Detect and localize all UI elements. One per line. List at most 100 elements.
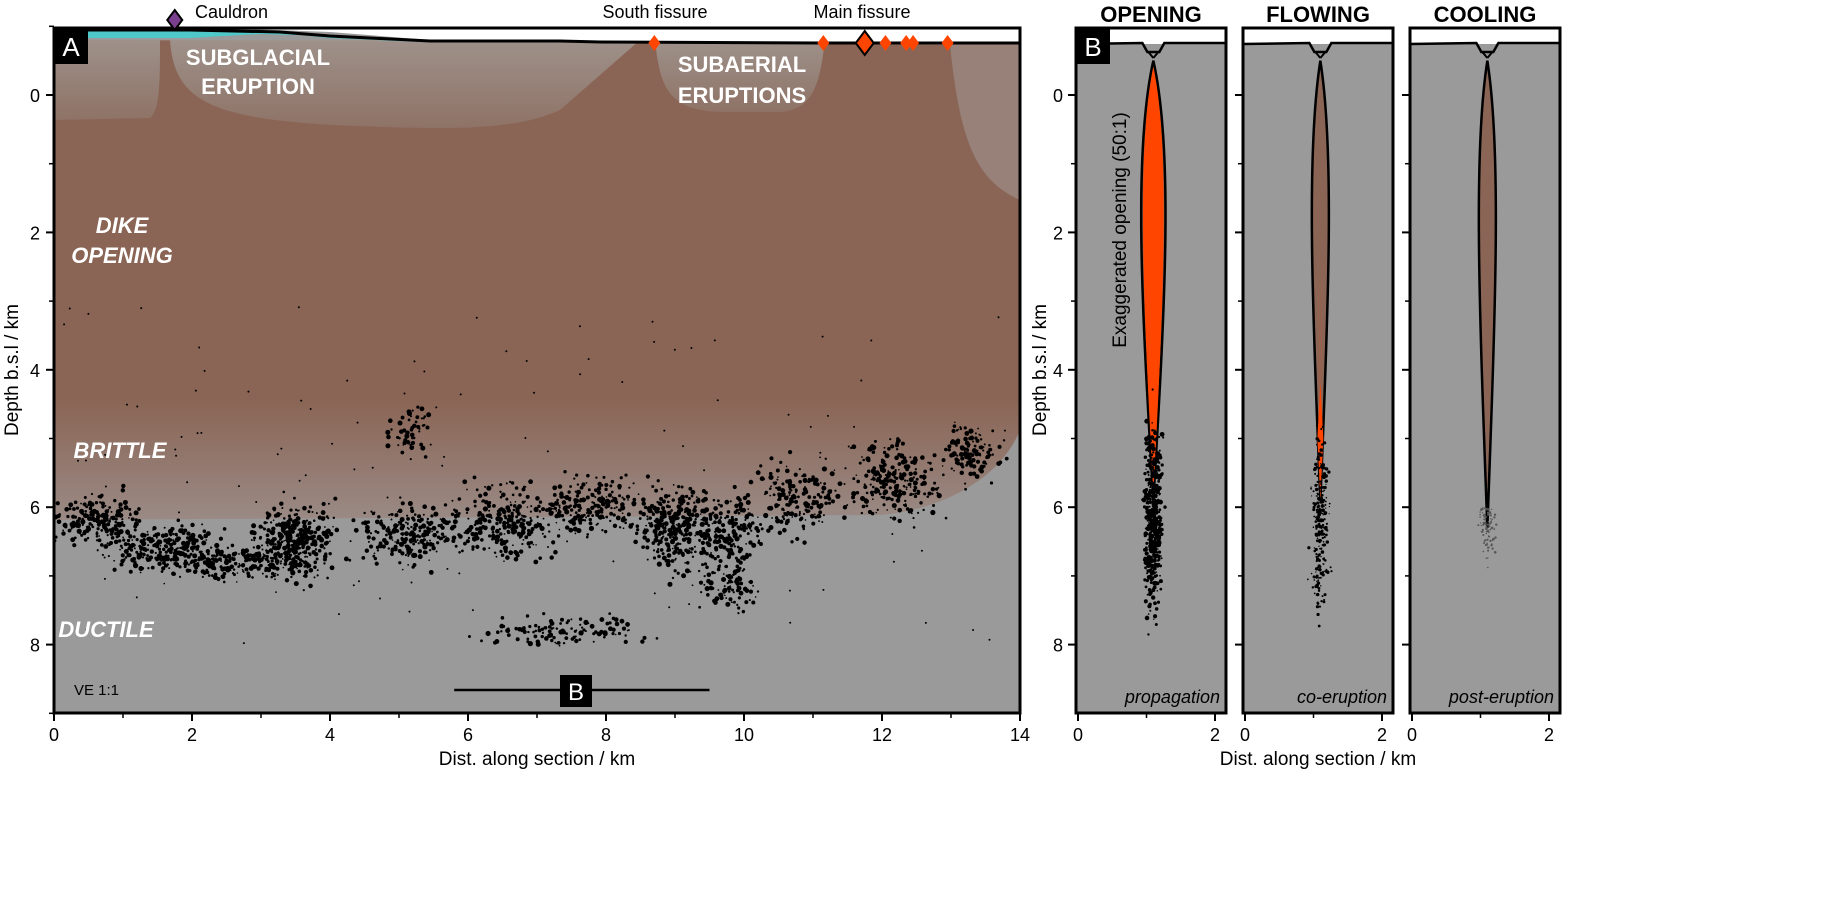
seismic-event bbox=[779, 519, 784, 524]
seismic-event bbox=[625, 622, 630, 627]
seismic-event bbox=[522, 518, 526, 523]
seismic-event bbox=[776, 478, 779, 481]
seismic-event bbox=[199, 536, 204, 540]
seismic-event bbox=[454, 509, 459, 514]
seismic-event bbox=[104, 504, 107, 507]
seismic-event bbox=[670, 559, 675, 563]
seismic-event bbox=[798, 514, 801, 517]
seismic-event bbox=[671, 521, 675, 525]
seismic-event bbox=[1145, 547, 1147, 549]
seismic-event bbox=[1144, 488, 1149, 492]
seismic-event bbox=[475, 316, 478, 319]
seismic-event bbox=[1487, 566, 1489, 569]
seismic-event bbox=[169, 558, 173, 562]
seismic-event bbox=[1316, 480, 1319, 483]
seismic-event bbox=[594, 510, 599, 514]
seismic-event bbox=[540, 627, 545, 631]
seismic-event bbox=[298, 509, 300, 512]
seismic-event bbox=[738, 534, 742, 538]
seismic-event bbox=[1147, 477, 1152, 482]
subpanel-title: COOLING bbox=[1434, 2, 1537, 27]
seismic-event bbox=[218, 557, 222, 562]
seismic-event bbox=[519, 523, 524, 528]
seismic-event bbox=[1148, 590, 1153, 596]
seismic-event bbox=[268, 548, 273, 553]
seismic-event bbox=[536, 515, 539, 519]
seismic-event bbox=[600, 506, 603, 510]
seismic-event bbox=[288, 529, 292, 534]
seismic-event bbox=[621, 496, 624, 499]
seismic-event bbox=[888, 478, 894, 483]
seismic-event bbox=[112, 567, 117, 572]
seismic-event bbox=[661, 499, 667, 504]
seismic-event bbox=[517, 534, 520, 537]
seismic-event bbox=[320, 510, 326, 515]
seismic-event bbox=[1482, 524, 1484, 526]
seismic-event bbox=[897, 492, 903, 497]
seismic-event bbox=[104, 509, 109, 514]
seismic-event bbox=[636, 528, 640, 532]
seismic-event bbox=[470, 531, 475, 537]
seismic-event bbox=[737, 611, 740, 615]
seismic-event bbox=[703, 583, 706, 586]
seismic-event bbox=[146, 548, 150, 551]
seismic-event bbox=[599, 514, 605, 519]
seismic-event bbox=[576, 527, 582, 534]
seismic-event bbox=[250, 538, 253, 541]
seismic-event bbox=[431, 525, 437, 531]
seismic-event bbox=[1322, 514, 1324, 516]
seismic-event bbox=[420, 417, 423, 420]
seismic-event bbox=[869, 444, 872, 447]
seismic-event bbox=[624, 521, 627, 525]
seismic-event bbox=[963, 426, 967, 430]
seismic-event bbox=[1156, 590, 1159, 592]
seismic-event bbox=[676, 542, 680, 546]
seismic-event bbox=[366, 520, 370, 524]
seismic-event bbox=[742, 528, 747, 533]
seismic-event bbox=[108, 519, 112, 523]
seismic-event bbox=[693, 545, 696, 548]
seismic-event bbox=[660, 536, 664, 540]
seismic-event bbox=[1316, 501, 1320, 505]
seismic-event bbox=[130, 517, 135, 522]
seismic-event bbox=[663, 494, 669, 499]
seismic-event bbox=[511, 493, 515, 497]
seismic-event bbox=[829, 471, 835, 477]
seismic-event bbox=[1318, 553, 1321, 556]
seismic-event bbox=[1318, 510, 1322, 514]
seismic-event bbox=[160, 570, 164, 573]
seismic-event bbox=[676, 571, 680, 575]
seismic-event bbox=[186, 531, 191, 536]
seismic-event bbox=[1312, 526, 1315, 529]
seismic-event bbox=[411, 552, 417, 558]
seismic-event bbox=[407, 501, 413, 507]
seismic-event bbox=[1004, 456, 1009, 461]
seismic-event bbox=[647, 508, 653, 514]
seismic-event bbox=[202, 570, 207, 575]
seismic-event bbox=[134, 518, 138, 522]
seismic-event bbox=[895, 476, 899, 480]
seismic-event bbox=[283, 562, 288, 566]
seismic-event bbox=[1162, 533, 1164, 535]
seismic-event bbox=[974, 451, 980, 457]
seismic-event bbox=[314, 544, 317, 547]
seismic-event bbox=[729, 500, 732, 503]
seismic-event bbox=[461, 549, 464, 553]
seismic-event bbox=[610, 499, 614, 503]
seismic-event bbox=[1477, 524, 1480, 527]
seismic-event bbox=[635, 524, 640, 528]
seismic-event bbox=[613, 513, 616, 517]
seismic-event bbox=[656, 561, 662, 567]
seismic-event bbox=[1322, 476, 1326, 480]
seismic-event bbox=[484, 485, 487, 488]
seismic-event bbox=[739, 581, 744, 586]
seismic-event bbox=[400, 551, 405, 556]
seismic-event bbox=[613, 617, 619, 622]
seismic-event bbox=[957, 428, 960, 431]
seismic-event bbox=[752, 584, 754, 587]
seismic-event bbox=[107, 554, 110, 558]
seismic-event bbox=[783, 495, 789, 501]
seismic-event bbox=[127, 542, 131, 546]
seismic-event bbox=[1321, 518, 1325, 522]
seismic-event bbox=[661, 552, 665, 556]
